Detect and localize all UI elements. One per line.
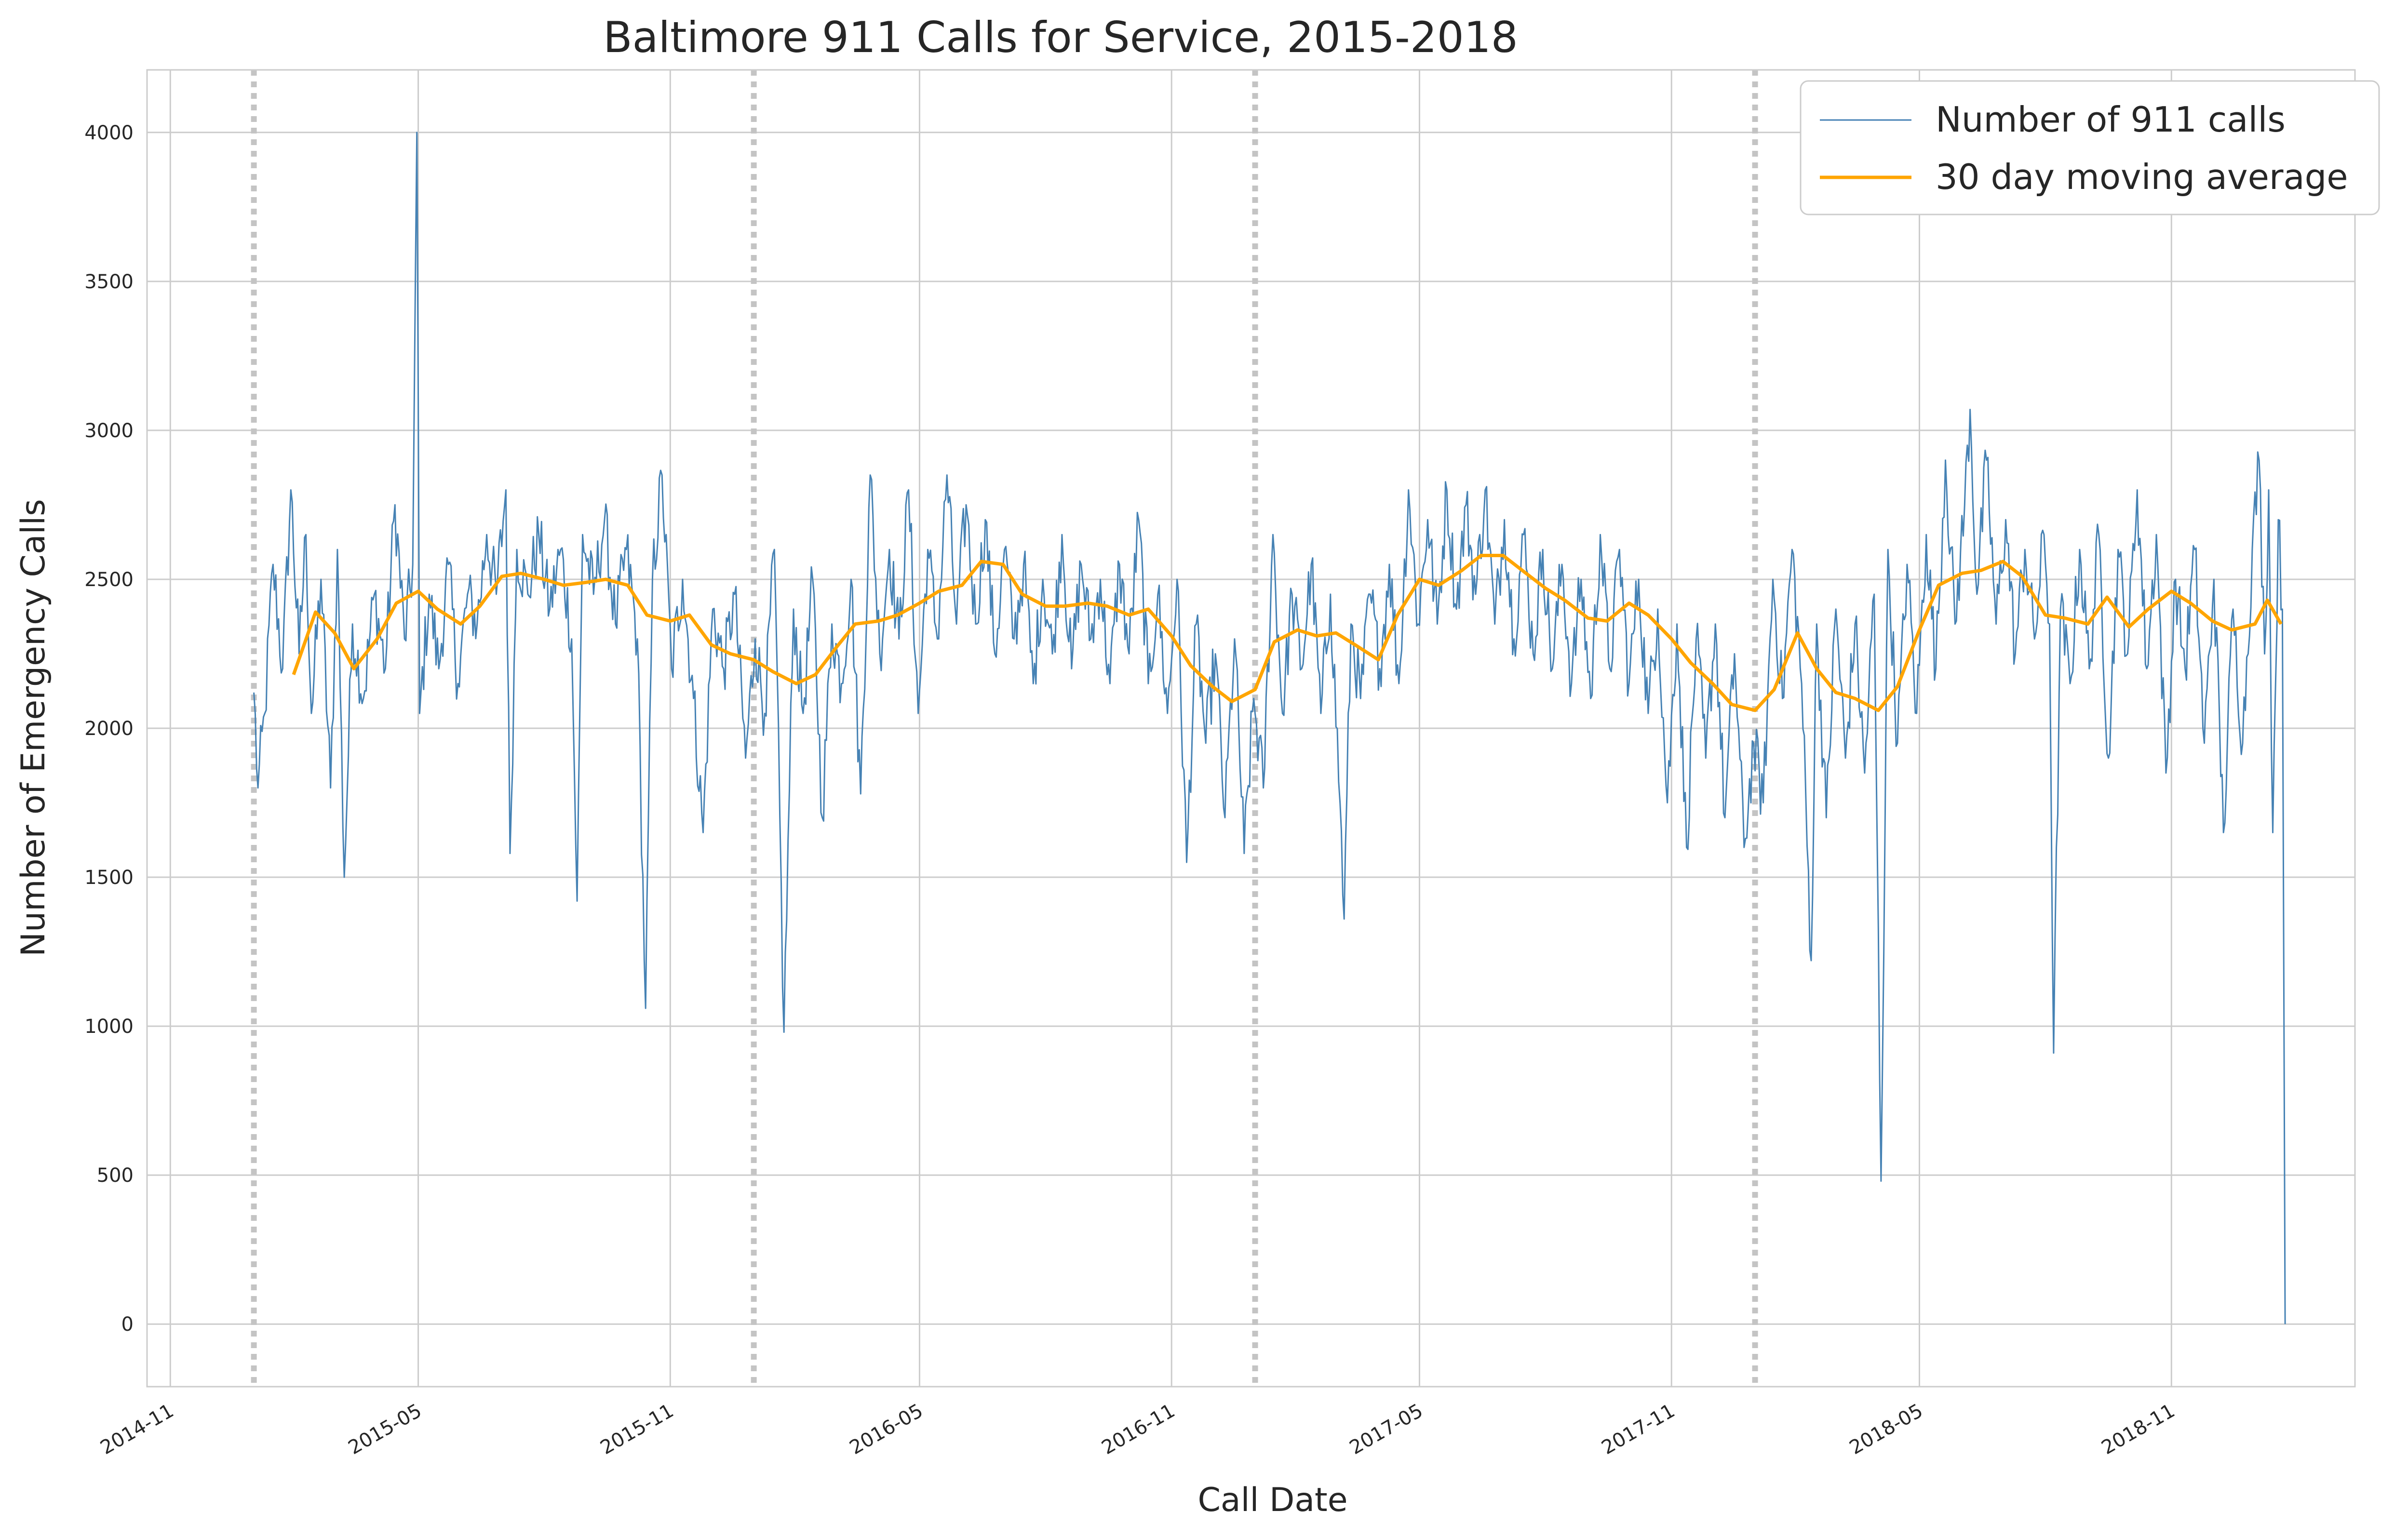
x-tick-label: 2017-11 [1598,1400,1679,1459]
series-line-calls [253,132,2286,1324]
x-tick-label: 2018-11 [2098,1400,2179,1459]
legend-label-calls: Number of 911 calls [1936,99,2286,140]
x-tick-labels: 2014-11 2015-05 2015-11 2016-05 2016-11 2017-… [97,1400,2179,1459]
plot-frame [146,69,2356,1388]
legend: Number of 911 calls 30 day moving averag… [1800,80,2380,215]
x-tick-label: 2014-11 [97,1400,178,1459]
x-tick-label: 2016-11 [1098,1400,1179,1459]
x-tick-label: 2016-05 [846,1400,927,1459]
y-axis-title: Number of Emergency Calls [14,499,53,956]
x-tick-label: 2017-05 [1346,1400,1427,1459]
y-tick-label: 3000 [84,420,134,442]
y-tick-label: 500 [97,1164,134,1187]
series-layer [253,132,2286,1324]
y-tick-label: 0 [121,1313,134,1336]
y-tick-label: 1000 [84,1016,134,1038]
chart-title: Baltimore 911 Calls for Service, 2015-20… [603,13,1518,62]
legend-frame [1800,80,2380,215]
y-tick-label: 2000 [84,718,134,740]
y-tick-label: 2500 [84,569,134,591]
x-tick-label: 2015-05 [345,1400,426,1459]
x-tick-label: 2018-05 [1846,1400,1927,1459]
legend-label-moving-average: 30 day moving average [1936,157,2348,197]
y-tick-label: 3500 [84,271,134,293]
x-axis-title: Call Date [1197,1481,1347,1519]
y-tick-label: 4000 [84,122,134,144]
x-tick-label: 2015-11 [597,1400,678,1459]
series-line-moving-average [292,554,2283,712]
y-tick-labels: 0 500 1000 1500 2000 2500 3000 3500 4000 [84,122,134,1336]
y-tick-label: 1500 [84,867,134,889]
